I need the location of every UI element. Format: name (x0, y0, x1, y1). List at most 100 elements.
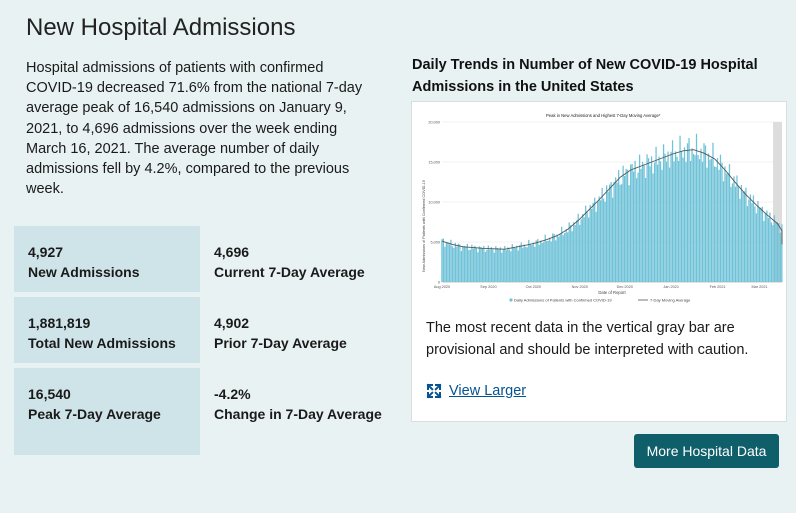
daily-admissions-bar (499, 247, 501, 282)
daily-admissions-bar (700, 148, 702, 282)
daily-admissions-bar (766, 210, 768, 282)
daily-admissions-bar (540, 240, 542, 282)
more-hospital-data-button[interactable]: More Hospital Data (634, 434, 779, 468)
stat-new-admissions: 4,927 New Admissions (14, 226, 200, 292)
daily-admissions-bar (570, 225, 572, 282)
daily-admissions-bar (510, 251, 512, 282)
daily-admissions-bar (450, 239, 452, 282)
stat-current-7day: 4,696 Current 7-Day Average (200, 226, 384, 292)
daily-admissions-bar (612, 197, 614, 282)
daily-admissions-bar (758, 208, 761, 282)
daily-admissions-bar (730, 186, 732, 282)
daily-admissions-bar (727, 172, 729, 282)
daily-admissions-bar (620, 184, 623, 282)
daily-admissions-bar (646, 154, 648, 282)
daily-admissions-bar (573, 222, 575, 282)
daily-admissions-bar (472, 248, 474, 282)
daily-admissions-bar (688, 137, 690, 282)
stat-row-3: 16,540 Peak 7-Day Average -4.2% Change i… (14, 368, 384, 455)
daily-admissions-bar (598, 196, 600, 282)
daily-admissions-bar (516, 245, 518, 282)
daily-admissions-bar (535, 240, 537, 282)
chart-title: Peak in New Admissions and Highest 7-Day… (546, 113, 661, 118)
daily-admissions-bar (553, 234, 555, 282)
y-tick-label: 0 (438, 280, 440, 284)
daily-admissions-bar (707, 153, 710, 282)
view-larger-link[interactable]: View Larger (426, 383, 526, 399)
daily-admissions-bar (459, 244, 461, 282)
daily-admissions-bar (701, 161, 704, 282)
daily-admissions-bar (661, 169, 663, 282)
daily-admissions-bar (549, 237, 551, 282)
daily-admissions-bar (751, 203, 753, 282)
daily-admissions-bar (706, 167, 708, 282)
daily-admissions-bar (543, 241, 545, 282)
daily-admissions-bar (489, 249, 491, 282)
x-tick-label: Feb 2021 (710, 285, 726, 289)
daily-admissions-bar (469, 249, 471, 282)
chart-image[interactable]: Peak in New Admissions and Highest 7-Day… (416, 106, 786, 306)
daily-admissions-bar (742, 192, 744, 282)
daily-admissions-bar (641, 161, 644, 282)
daily-admissions-bar (577, 213, 579, 282)
y-tick-label: 20,000 (428, 120, 440, 124)
daily-admissions-bar (716, 157, 719, 282)
daily-admissions-bar (579, 224, 581, 282)
daily-admissions-bar (463, 245, 465, 282)
summary-paragraph: Hospital admissions of patients with con… (26, 60, 363, 198)
daily-admissions-bar (483, 245, 485, 282)
expand-icon (426, 383, 442, 399)
daily-admissions-bar (677, 160, 680, 282)
daily-admissions-bar (638, 154, 641, 282)
daily-admissions-bar (698, 159, 701, 282)
stat-label: Change in 7-Day Average (214, 406, 382, 422)
daily-admissions-bar (731, 183, 734, 282)
daily-admissions-bar (680, 151, 683, 282)
daily-admissions-bar (517, 250, 519, 282)
daily-admissions-bar (763, 220, 765, 282)
daily-admissions-bar (779, 232, 782, 282)
daily-admissions-bar (456, 246, 458, 282)
daily-admissions-bar (550, 241, 552, 282)
daily-admissions-bar (496, 248, 498, 282)
daily-admissions-bar (531, 245, 533, 282)
daily-admissions-bar (480, 247, 482, 282)
daily-admissions-bar (655, 146, 657, 282)
daily-admissions-bar (623, 176, 626, 282)
daily-admissions-bar (466, 243, 468, 282)
daily-admissions-bar (721, 162, 723, 282)
daily-admissions-bar (718, 169, 720, 282)
daily-admissions-bar (589, 204, 591, 282)
daily-admissions-bar (492, 249, 494, 282)
stat-value: 4,696 (214, 244, 250, 260)
stat-value: 1,881,819 (28, 315, 91, 331)
daily-admissions-bar (650, 156, 653, 282)
daily-admissions-bar (444, 246, 446, 282)
daily-admissions-bar (586, 212, 588, 282)
daily-admissions-bar (640, 168, 642, 282)
stat-row-2: 1,881,819 Total New Admissions 4,902 Pri… (14, 297, 384, 363)
stat-value: 4,902 (214, 315, 250, 331)
legend-bar-swatch (509, 298, 513, 302)
daily-admissions-bar (616, 182, 618, 282)
daily-admissions-bar (754, 206, 756, 282)
daily-admissions-bar (694, 155, 696, 282)
daily-admissions-bar (704, 145, 707, 282)
daily-admissions-bar (525, 246, 527, 282)
provisional-gray-bar (773, 122, 782, 282)
legend-item-moving-average: 7-Day Moving Average (650, 298, 691, 303)
daily-admissions-bar (644, 178, 647, 282)
daily-admissions-bar (686, 143, 689, 282)
daily-admissions-bar (664, 153, 666, 282)
daily-admissions-bar (526, 247, 528, 282)
daily-admissions-bar (442, 238, 445, 282)
daily-admissions-bar (582, 214, 584, 282)
daily-admissions-bar (547, 240, 549, 282)
stat-row-1: 4,927 New Admissions 4,696 Current 7-Day… (14, 226, 384, 292)
daily-admissions-bar (755, 213, 758, 282)
daily-admissions-bar (622, 165, 624, 282)
daily-admissions-bar (752, 195, 755, 282)
daily-admissions-bar (600, 200, 602, 282)
daily-admissions-bar (562, 235, 564, 282)
daily-admissions-bar (676, 156, 678, 282)
